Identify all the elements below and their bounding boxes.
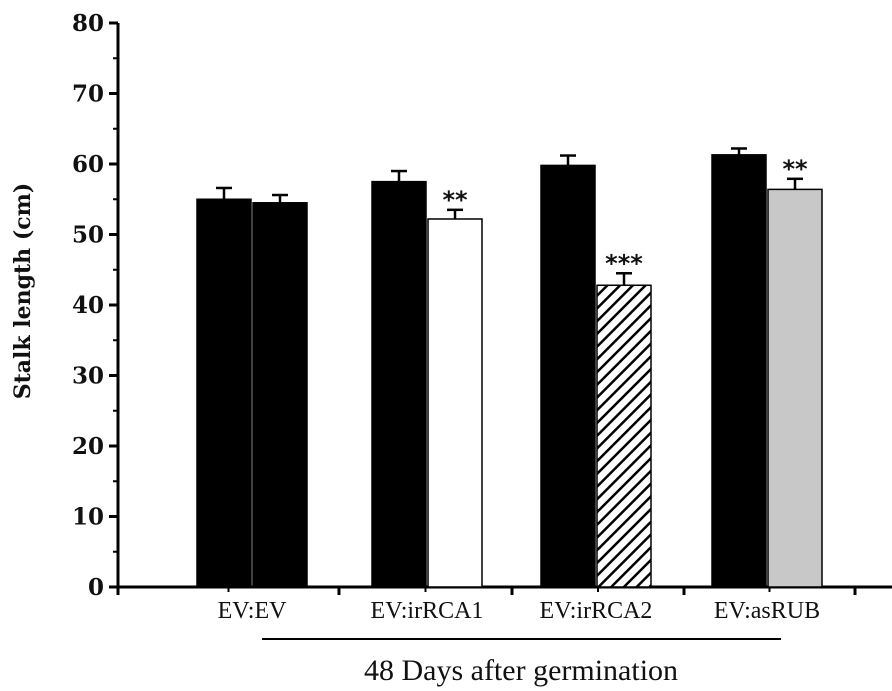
bar <box>540 164 596 588</box>
y-tick-label: 10 <box>72 504 104 531</box>
significance-label: *** <box>605 249 643 277</box>
y-tick-label: 50 <box>72 222 104 249</box>
significance-label: ** <box>782 155 808 183</box>
bar <box>711 154 767 588</box>
y-tick-label: 20 <box>72 433 104 460</box>
x-axis-label: 48 Days after germination <box>364 654 678 687</box>
y-tick-label: 60 <box>72 151 104 178</box>
x-tick-label: EV:irRCA2 <box>540 598 653 624</box>
bar <box>767 188 823 588</box>
bar <box>196 198 252 588</box>
x-tick-label: EV:asRUB <box>714 598 820 624</box>
x-tick-label: EV:EV <box>218 598 288 624</box>
labels-group: EV:EV ** EV:irRCA1 *** EV:irRCA2 ** EV:asRUB <box>218 155 821 624</box>
bar <box>596 284 652 588</box>
y-tick-label: 0 <box>88 574 104 601</box>
bar <box>252 202 308 588</box>
y-tick-label: 40 <box>72 292 104 319</box>
significance-label: ** <box>442 186 468 214</box>
y-tick-label: 80 <box>72 10 104 37</box>
bar <box>427 218 483 588</box>
y-axis-label: Stalk length (cm) <box>10 183 36 400</box>
bar <box>371 180 427 588</box>
y-tick-label: 70 <box>72 81 104 108</box>
x-tick-label: EV:irRCA1 <box>371 598 484 624</box>
y-tick-label: 30 <box>72 363 104 390</box>
bars-group <box>196 147 823 588</box>
